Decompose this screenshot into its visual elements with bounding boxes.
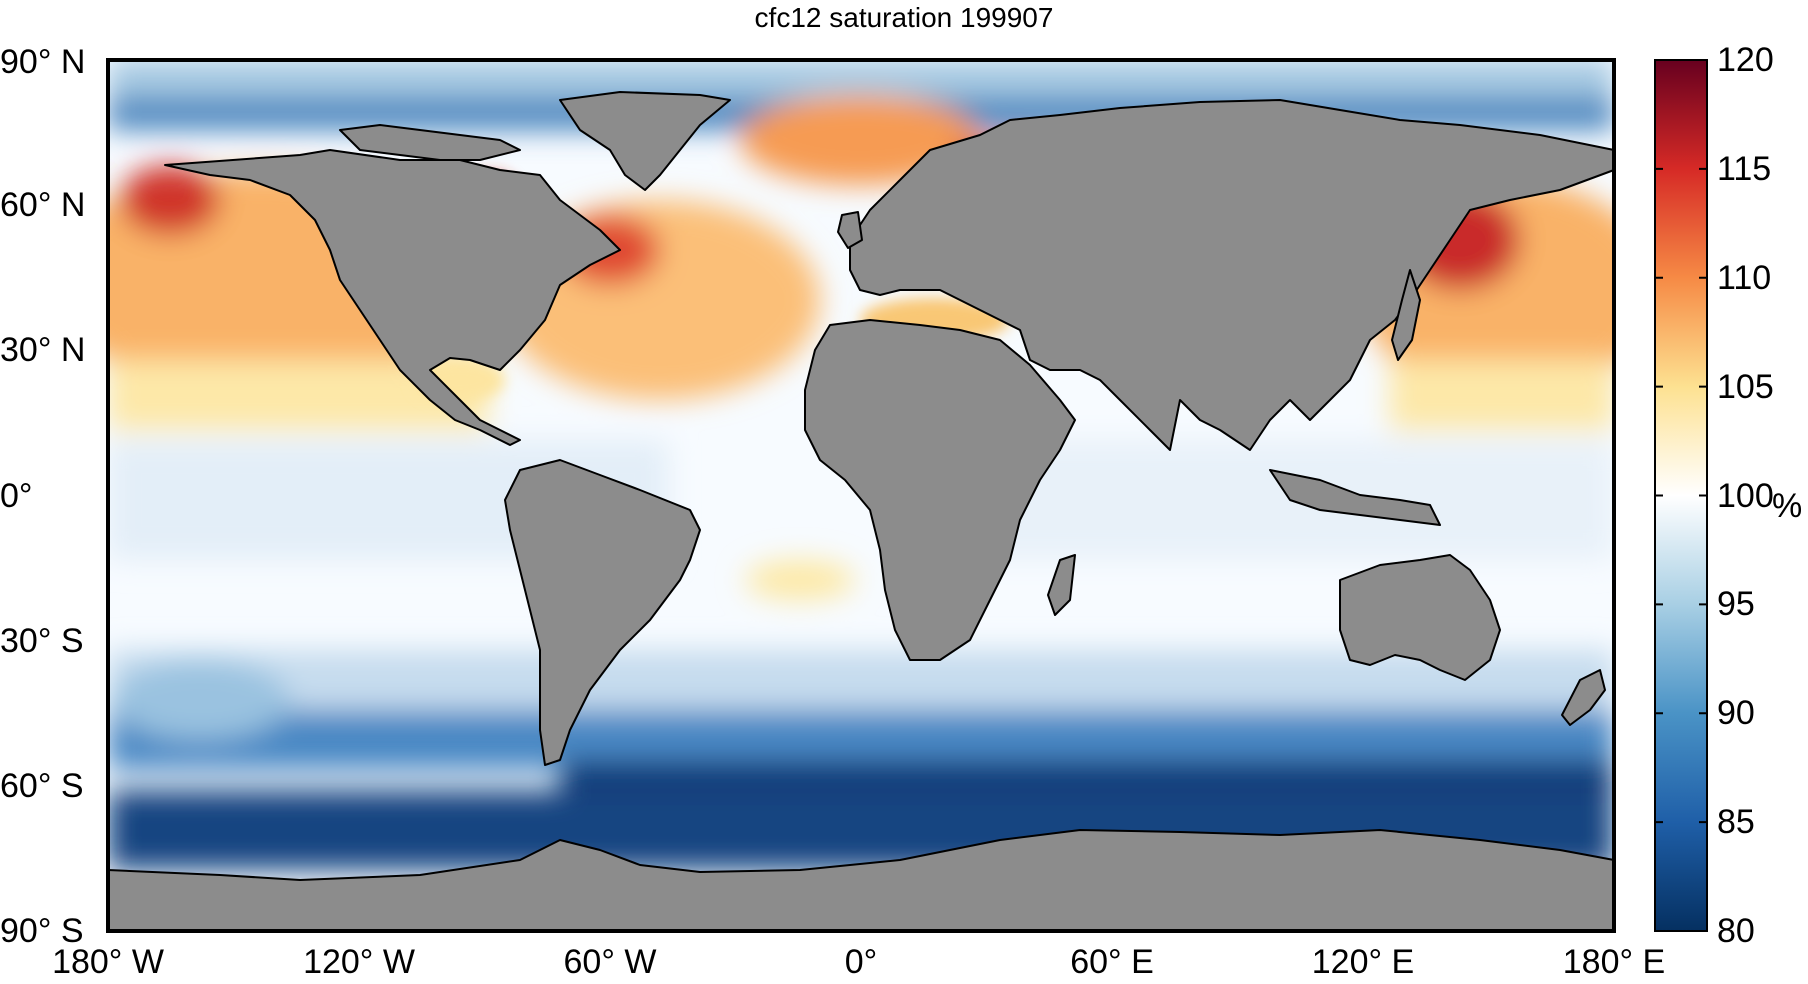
lon-tick-label: 60° E (1070, 943, 1154, 981)
lon-tick-label: 0° (844, 943, 878, 981)
land-greenland (559, 91, 731, 191)
colorbar-tick-label: 120 (1717, 41, 1774, 79)
land-africa (804, 319, 1076, 661)
land-europe-asia (849, 99, 1615, 451)
land-masses (107, 91, 1615, 932)
land-indonesia (1269, 469, 1441, 526)
land-arctic-islands (339, 124, 521, 161)
lat-tick-label: 0° (0, 476, 33, 515)
colorbar-tick-label: 80 (1717, 912, 1755, 950)
land-japan (1391, 269, 1421, 361)
land-madagascar (1047, 554, 1076, 616)
lat-tick-label: 60° N (0, 186, 86, 225)
lon-tick-label: 180° W (52, 943, 164, 981)
lon-tick-label: 120° W (303, 943, 415, 981)
lon-tick-label: 180° E (1562, 943, 1666, 981)
colorbar-tick-label: 85 (1717, 803, 1755, 842)
map-frame (106, 58, 1616, 933)
land-new-zealand (1561, 669, 1606, 726)
lat-tick-label: 60° S (0, 766, 84, 805)
colorbar-tick-label: 110 (1717, 258, 1772, 297)
colorbar-tick-label: 105 (1717, 367, 1774, 406)
lat-tick-label: 90° S (0, 912, 84, 950)
colorbar-tick-label: 100 (1717, 476, 1774, 515)
colorbar-unit: % (1772, 487, 1803, 525)
land-australia (1339, 554, 1501, 681)
land-antarctica (107, 829, 1615, 932)
lat-tick-label: 90° N (0, 43, 86, 81)
lat-tick-label: 30° S (0, 621, 84, 660)
colorbar (1654, 59, 1708, 932)
colorbar-tick-label: 90 (1717, 694, 1755, 733)
lat-tick-label: 30° N (0, 331, 86, 370)
colorbar-ticks (1655, 59, 1707, 932)
colorbar-tick-label: 115 (1717, 149, 1772, 188)
land-british-isles (837, 211, 863, 249)
land-south-america (504, 459, 701, 766)
lon-tick-label: 120° E (1311, 943, 1415, 981)
map-title: cfc12 saturation 199907 (754, 2, 1054, 33)
colorbar-tick-label: 95 (1717, 585, 1755, 624)
land-north-america (164, 149, 621, 446)
lon-tick-label: 60° W (563, 943, 657, 981)
